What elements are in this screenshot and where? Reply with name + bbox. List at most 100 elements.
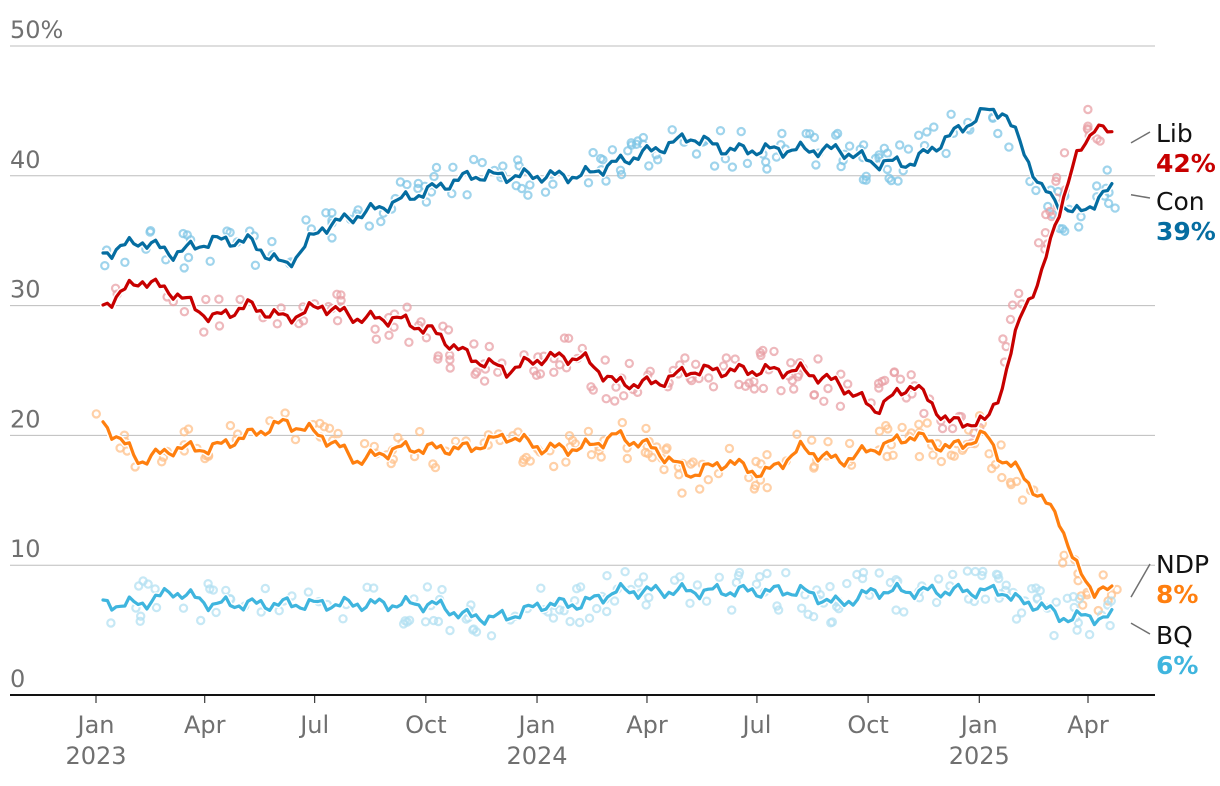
poll-dot-bq — [669, 575, 680, 586]
poll-dot-ndp — [513, 427, 523, 437]
poll-dot-lib — [691, 359, 701, 369]
poll-dot-con — [874, 152, 884, 163]
poll-dot-ndp — [674, 470, 684, 480]
series-value-bq: 6% — [1156, 651, 1198, 680]
poll-dot-ndp — [695, 484, 705, 494]
poll-dot-con — [588, 147, 598, 158]
poll-dot-bq — [420, 617, 431, 627]
poll-dot-ndp — [156, 457, 167, 467]
poll-dot-con — [525, 180, 535, 190]
poll-dot-lib — [809, 390, 819, 400]
poll-dot-ndp — [914, 451, 925, 462]
poll-dot-bq — [1073, 618, 1084, 628]
poll-dot-ndp — [662, 443, 672, 453]
poll-dot-lib — [601, 394, 611, 404]
poll-dot-ndp — [450, 436, 461, 447]
poll-dot-lib — [1046, 211, 1057, 222]
series-label-ndp: NDP — [1156, 550, 1209, 579]
poll-dot-bq — [692, 580, 703, 590]
poll-dots-lib — [110, 104, 1105, 448]
poll-dot-ndp — [617, 417, 628, 428]
poll-dot-bq — [808, 612, 819, 622]
poll-dot-bq — [644, 592, 654, 603]
poll-dot-con — [548, 179, 558, 189]
poll-dot-con — [321, 208, 331, 218]
poll-dot-bq — [825, 581, 835, 592]
x-axis-ticks: Jan 2023 Apr Jul Oct Jan 2024 Apr Jul Oct Jan 2025 A… — [65, 695, 1109, 770]
x-tick-month-apr: Apr — [626, 711, 668, 739]
poll-dot-lib — [843, 379, 853, 389]
x-tick-year-2025: 2025 — [949, 742, 1010, 770]
poll-dot-bq — [256, 607, 266, 617]
poll-dot-con — [250, 260, 261, 270]
poll-dot-ndp — [430, 462, 441, 473]
poll-dot-ndp — [724, 443, 735, 454]
poll-dot-bq — [221, 585, 231, 596]
poll-dot-lib — [947, 423, 958, 434]
poll-dot-bq — [445, 625, 455, 636]
poll-dot-bq — [205, 584, 215, 594]
y-tick-label-40: 40 — [10, 146, 41, 174]
poll-dot-ndp — [179, 427, 189, 437]
poll-dot-con — [1004, 142, 1014, 152]
poll-dot-ndp — [1005, 477, 1016, 488]
series-value-ndp: 8% — [1156, 580, 1198, 609]
poll-dot-con — [777, 128, 787, 139]
poll-dot-bq — [559, 606, 569, 616]
poll-dot-con — [761, 157, 771, 167]
poll-dot-lib — [813, 354, 823, 364]
poll-dot-con — [715, 125, 726, 136]
poll-dot-lib — [563, 333, 574, 343]
poll-dot-bq — [466, 600, 476, 610]
poll-dot-ndp — [807, 435, 817, 445]
poll-dot-bq — [834, 604, 844, 614]
poll-dot-lib — [214, 294, 224, 304]
poll-dot-bq — [574, 617, 585, 628]
poll-dot-lib — [744, 378, 754, 388]
poll-dot-lib — [199, 327, 209, 337]
poll-dot-ndp — [809, 461, 820, 472]
poll-dot-bq — [400, 616, 410, 626]
poll-dot-ndp — [549, 461, 559, 472]
poll-dot-lib — [819, 396, 829, 406]
poll-dot-lib — [1083, 104, 1093, 115]
series-label-lib: Lib — [1156, 119, 1193, 148]
poll-dot-con — [801, 128, 811, 139]
poll-dot-con — [413, 178, 423, 189]
poll-dot-bq — [638, 572, 649, 582]
poll-dot-bq — [602, 606, 612, 617]
poll-dot-bq — [565, 616, 575, 627]
poll-dot-lib — [535, 369, 546, 379]
poll-dot-ndp — [359, 438, 370, 449]
poll-dot-con — [993, 128, 1003, 139]
poll-dot-ndp — [1059, 550, 1069, 561]
poll-dot-ndp — [622, 453, 633, 464]
x-tick-year-2024: 2024 — [506, 742, 567, 770]
poll-dots-con — [100, 109, 1120, 273]
poll-dot-bq — [1102, 600, 1113, 610]
poll-dot-con — [895, 140, 905, 150]
poll-dot-bq — [751, 579, 762, 589]
poll-dot-con — [327, 233, 337, 243]
poll-dot-lib — [272, 319, 282, 329]
poll-dot-con — [364, 221, 374, 231]
poll-dot-lib — [469, 339, 479, 349]
poll-dot-bq — [1072, 625, 1082, 635]
poll-dot-con — [616, 169, 627, 180]
poll-dot-con — [1103, 198, 1114, 209]
poll-dot-bq — [977, 570, 987, 581]
poll-dot-lib — [1014, 288, 1024, 299]
poll-dot-con — [1076, 211, 1086, 222]
poll-dot-con — [644, 161, 654, 171]
poll-dot-con — [831, 130, 841, 140]
poll-dot-con — [607, 145, 618, 155]
poll-dot-con — [429, 171, 439, 182]
poll-dot-lib — [734, 379, 744, 390]
poll-dot-bq — [1105, 620, 1115, 631]
poll-dots — [91, 104, 1122, 641]
poll-dot-lib — [1005, 314, 1016, 325]
poll-dot-con — [540, 187, 551, 197]
poll-dot-lib — [201, 294, 211, 305]
poll-dot-bq — [899, 607, 909, 617]
